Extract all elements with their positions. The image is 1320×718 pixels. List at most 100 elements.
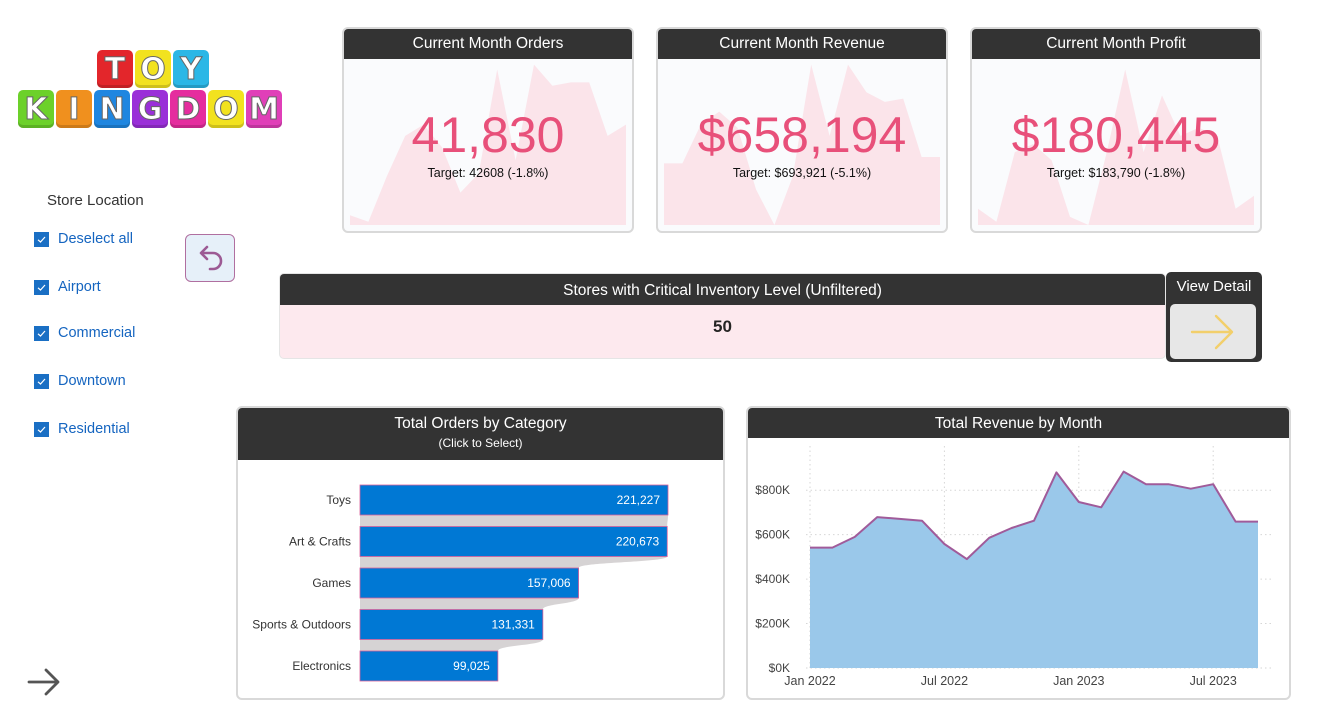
checkbox[interactable] (34, 231, 49, 247)
data-point[interactable] (829, 545, 835, 551)
bar[interactable] (359, 650, 499, 682)
category-label: Sports & Outdoors (252, 618, 351, 632)
bar[interactable] (359, 526, 668, 557)
data-point[interactable] (1255, 519, 1261, 525)
arrow-right-icon (1190, 314, 1234, 349)
data-point[interactable] (1031, 518, 1037, 524)
bar[interactable] (359, 484, 669, 516)
kpi-value: $180,445 (1011, 107, 1221, 163)
checkbox[interactable] (34, 279, 49, 295)
view-detail-arrow-button[interactable] (1170, 304, 1256, 359)
x-tick-label: Jul 2022 (921, 674, 968, 688)
category-label: Games (312, 576, 351, 590)
category-label: Electronics (292, 659, 351, 673)
logo-letter-tile: I (56, 90, 92, 128)
view-detail-button[interactable]: View Detail (1166, 272, 1262, 362)
data-point[interactable] (1210, 481, 1216, 487)
slicer-item-residential[interactable]: Residential (34, 421, 130, 437)
y-tick-label: $200K (755, 617, 790, 631)
view-detail-label: View Detail (1176, 278, 1252, 295)
checkbox[interactable] (34, 421, 49, 437)
kpi-target: Target: $693,921 (-5.1%) (732, 166, 872, 180)
bar[interactable] (359, 567, 579, 599)
x-tick-label: Jan 2023 (1053, 674, 1104, 688)
data-point[interactable] (1165, 481, 1171, 487)
logo-letter-tile: Y (173, 50, 209, 88)
data-point[interactable] (897, 516, 903, 522)
slicer-title: Store Location (47, 192, 144, 209)
checkbox[interactable] (34, 325, 49, 341)
logo-letter-tile: M (246, 90, 282, 128)
logo-letter-tile: O (135, 50, 171, 88)
slicer-item-label: Downtown (58, 373, 126, 389)
orders-bar-chart: Toys 221,227 Art & Crafts 220,673 Games 157,0… (252, 484, 669, 682)
data-point[interactable] (874, 514, 880, 520)
data-point[interactable] (1098, 504, 1104, 510)
data-point[interactable] (919, 518, 925, 524)
bar-data-label: 221,227 (617, 493, 661, 507)
check-icon (37, 378, 46, 385)
undo-arrow-icon (199, 245, 223, 271)
arrow-right-icon (27, 668, 60, 696)
slicer-item-downtown[interactable]: Downtown (34, 373, 126, 389)
kpi-value: $658,194 (697, 107, 907, 163)
bar-data-label: 99,025 (453, 659, 490, 673)
bar-connector (360, 598, 579, 610)
data-point[interactable] (941, 541, 947, 547)
kpi-sparkline (664, 64, 940, 225)
next-page-button[interactable] (26, 665, 62, 699)
data-point[interactable] (1009, 525, 1015, 531)
data-point[interactable] (852, 534, 858, 540)
kpi-title: Current Month Revenue (658, 29, 946, 59)
chart-header: Total Orders by Category (Click to Selec… (238, 408, 723, 460)
kpi-card-profit: Current Month Profit $180,445 Target: $1… (970, 27, 1262, 233)
sparkline-area (350, 64, 626, 225)
slicer-item-commercial[interactable]: Commercial (34, 325, 135, 341)
category-label: Art & Crafts (289, 535, 351, 549)
orders-by-category-card: Total Orders by Category (Click to Selec… (236, 406, 725, 700)
kpi-value: 41,830 (411, 107, 565, 163)
chart-subtitle: (Click to Select) (438, 436, 523, 450)
data-point[interactable] (1053, 469, 1059, 475)
logo-letter-tile: T (97, 50, 133, 88)
logo-letter-tile: D (170, 90, 206, 128)
revenue-by-month-card: Total Revenue by Month $0K $200K $400K $600… (746, 406, 1291, 700)
slicer-item-deselect-all[interactable]: Deselect all (34, 231, 133, 247)
reset-filters-button[interactable] (185, 234, 235, 282)
bar-data-label: 131,331 (491, 618, 535, 632)
data-point[interactable] (1233, 519, 1239, 525)
y-tick-label: $600K (755, 528, 790, 542)
revenue-area (810, 471, 1258, 668)
checkbox[interactable] (34, 373, 49, 389)
x-tick-label: Jan 2022 (784, 674, 835, 688)
critical-inventory-value: 50 (713, 317, 732, 336)
data-point[interactable] (1076, 499, 1082, 505)
y-tick-label: $400K (755, 572, 790, 586)
bar-connector (360, 556, 668, 568)
bar-connector (360, 515, 668, 527)
data-point[interactable] (1143, 481, 1149, 487)
x-tick-label: Jul 2023 (1190, 674, 1237, 688)
bar[interactable] (359, 609, 544, 640)
slicer-item-label: Deselect all (58, 231, 133, 247)
data-point[interactable] (1188, 486, 1194, 492)
bar-data-label: 220,673 (616, 535, 660, 549)
slicer-item-airport[interactable]: Airport (34, 279, 101, 295)
chart-title: Total Orders by Category (394, 415, 567, 432)
y-tick-label: $0K (769, 661, 790, 675)
revenue-area-chart: $0K $200K $400K $600K $800K Jan 2022 Jul 2022 J… (755, 446, 1273, 688)
data-point[interactable] (986, 535, 992, 541)
kpi-card-revenue: Current Month Revenue $658,194 Target: $… (656, 27, 948, 233)
slicer-item-label: Residential (58, 421, 130, 437)
data-point[interactable] (1121, 469, 1127, 475)
kpi-title: Current Month Profit (972, 29, 1260, 59)
bar-data-label: 157,006 (527, 576, 571, 590)
data-point[interactable] (964, 556, 970, 562)
kpi-target: Target: 42608 (-1.8%) (427, 166, 549, 180)
data-point[interactable] (807, 545, 813, 551)
check-icon (37, 284, 46, 291)
sparkline-area (978, 69, 1254, 225)
